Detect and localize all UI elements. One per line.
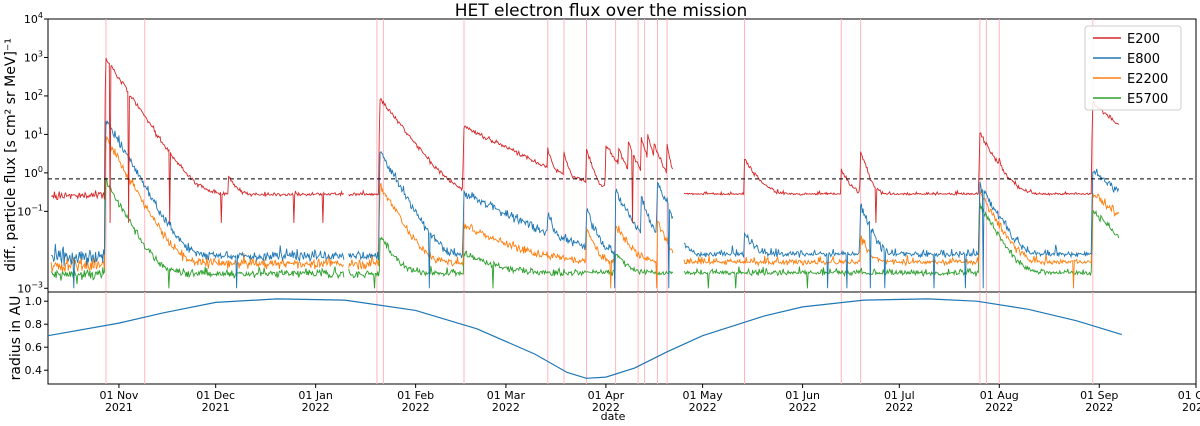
legend-label-e200: E200 — [1127, 32, 1160, 47]
x-tick-year: 2021 — [105, 401, 133, 414]
x-tick-label: 01 Jul — [884, 389, 915, 402]
x-tick-year: 2022 — [985, 401, 1013, 414]
x-tick-label: 01 Apr — [588, 389, 625, 402]
y-tick-label: 10−3 — [17, 280, 43, 295]
x-tick-label: 01 Feb — [397, 389, 434, 402]
flux-y-axis-label: diff. particle flux [s cm² sr MeV]⁻¹ — [3, 38, 19, 272]
x-tick-year: 2022 — [1182, 401, 1200, 414]
y-tick-label: 104 — [24, 11, 43, 26]
legend-label-e2200: E2200 — [1127, 72, 1168, 87]
series-line-e5700 — [50, 177, 1120, 289]
x-tick-label: 01 Jun — [785, 389, 820, 402]
y-tick-label: 10−1 — [17, 203, 43, 218]
legend-box — [1084, 25, 1182, 111]
y-tick-label: 0.8 — [25, 318, 43, 331]
radius-y-axis: 0.4 0.6 0.8 1.0 — [25, 295, 48, 377]
top-event-lines — [105, 19, 1094, 292]
y-tick-label: 101 — [24, 126, 43, 141]
x-tick-label: 01 Jan — [298, 389, 332, 402]
chart-title: HET electron flux over the mission — [455, 1, 748, 21]
legend-label-e800: E800 — [1127, 52, 1160, 67]
legend: E200 E800 E2200 E5700 — [1084, 25, 1182, 111]
y-tick-label: 0.6 — [25, 341, 43, 354]
x-tick-year: 2021 — [202, 401, 230, 414]
radius-y-axis-label: radius in AU — [8, 296, 24, 381]
flux-axes-frame — [47, 18, 1197, 293]
x-tick-label: 01 Sep — [1080, 389, 1118, 402]
y-tick-label: 102 — [24, 88, 43, 103]
x-tick-year: 2022 — [302, 401, 330, 414]
x-tick-label: 01 Mar — [487, 389, 526, 402]
flux-y-axis: 10−3 10−1 100 101 102 103 104 — [17, 11, 48, 295]
x-axis-label: date — [601, 410, 626, 423]
x-tick-label: 01 Aug — [980, 389, 1019, 402]
x-tick-label: 01 Dec — [196, 389, 235, 402]
y-tick-label: 0.4 — [25, 364, 43, 377]
y-tick-label: 1.0 — [25, 295, 43, 308]
bottom-event-lines — [105, 292, 1094, 384]
x-tick-year: 2022 — [1085, 401, 1113, 414]
x-tick-year: 2022 — [885, 401, 913, 414]
x-tick-label: 01 May — [682, 389, 723, 402]
radius-axes-frame — [47, 291, 1197, 385]
radius-series-line — [47, 298, 1122, 379]
y-tick-label: 103 — [24, 49, 43, 64]
y-tick-label: 100 — [24, 165, 43, 180]
x-tick-year: 2022 — [402, 401, 430, 414]
flux-series — [50, 57, 1120, 289]
x-tick-year: 2022 — [592, 401, 620, 414]
x-tick-year: 2022 — [789, 401, 817, 414]
x-tick-year: 2022 — [492, 401, 520, 414]
x-tick-year: 2022 — [689, 401, 717, 414]
x-tick-label: 01 Oct — [1178, 389, 1200, 402]
series-line-e200 — [50, 57, 1119, 223]
legend-label-e5700: E5700 — [1127, 92, 1168, 107]
series-line-e800 — [51, 120, 1120, 289]
x-tick-label: 01 Nov — [99, 389, 138, 402]
series-line-e2200 — [50, 136, 1120, 289]
